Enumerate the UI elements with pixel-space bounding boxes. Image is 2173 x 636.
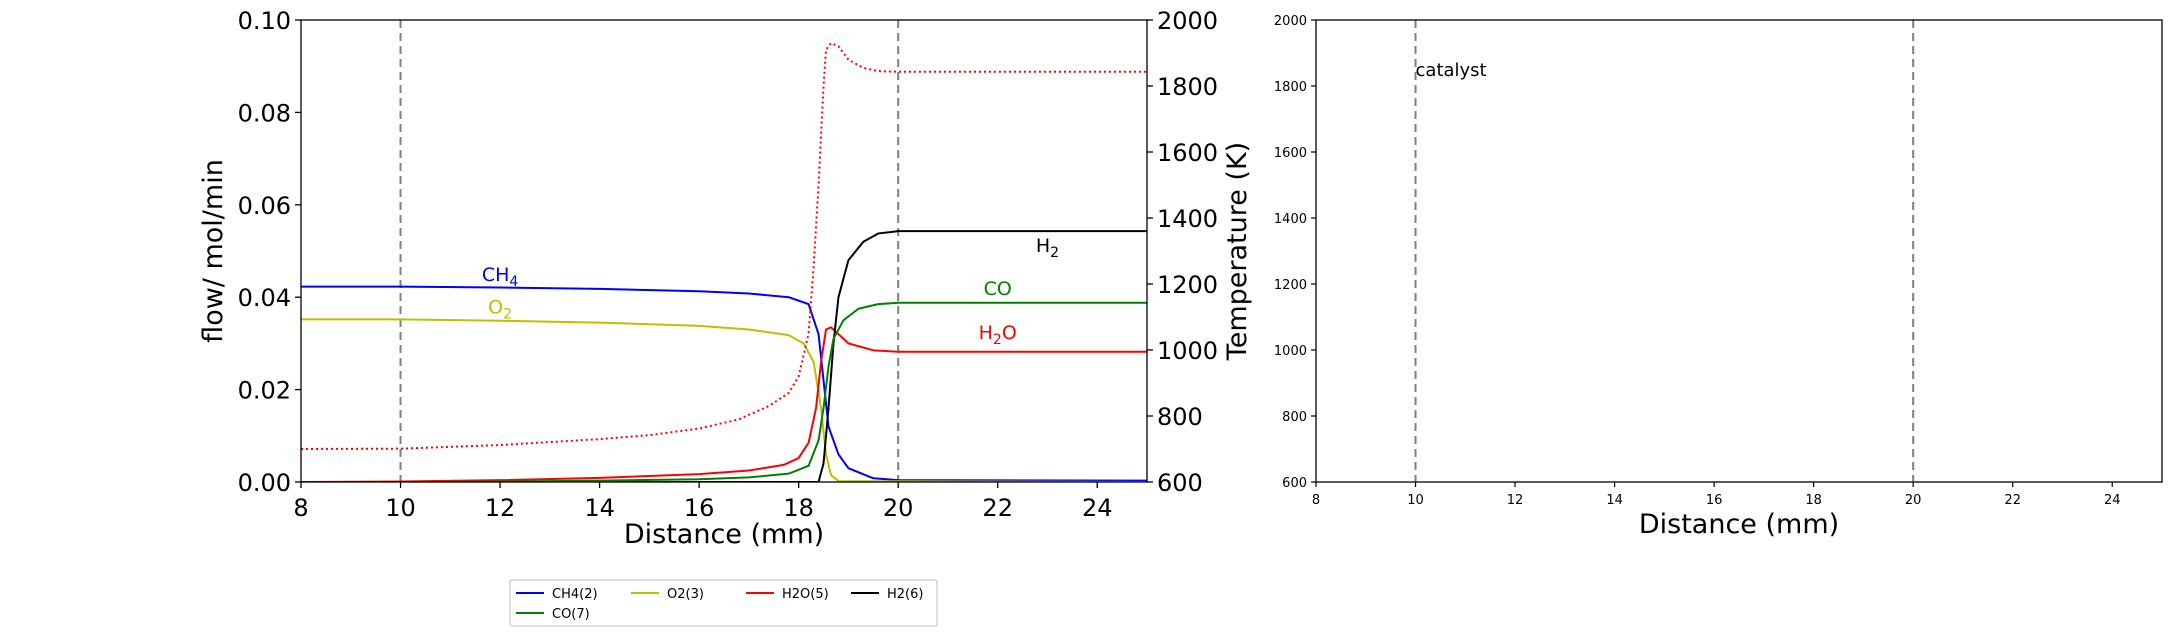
x-tick-label: 18 [783, 494, 814, 522]
legend-label: CH4(2) [552, 587, 598, 602]
x-tick-label: 14 [584, 494, 615, 522]
y2-tick-label: 600 [1157, 469, 1203, 497]
legend: CH4(2) O2(3) H2O(5) H2(6) CO(7) [509, 579, 938, 627]
series-line-h2-6- [301, 230, 1147, 482]
series-line-h2o-5- [301, 326, 1147, 482]
legend-label: H2O(5) [782, 587, 829, 602]
y2-tick-label: 1000 [1157, 337, 1218, 365]
series-line-ch4-2- [301, 285, 1147, 482]
x-tick-label: 10 [1407, 493, 1424, 508]
x-tick-label: 12 [1507, 493, 1524, 508]
y-tick-label: 0.00 [238, 469, 291, 497]
series-line-co-7- [301, 301, 1147, 482]
y2-tick-label: 1800 [1157, 73, 1218, 101]
y-tick-label: 600 [1282, 476, 1307, 491]
series-line-temperature [301, 42, 1147, 450]
series-annotation: H2O [979, 322, 1017, 348]
left-y-axis-label: flow/ mol/min [198, 159, 229, 343]
x-tick-label: 8 [1312, 493, 1320, 508]
y2-tick-label: 800 [1157, 403, 1203, 431]
y-tick-label: 800 [1282, 410, 1307, 425]
legend-label: H2(6) [887, 587, 923, 602]
legend-label: CO(7) [552, 607, 590, 622]
right-x-axis-label: Distance (mm) [1639, 509, 1839, 540]
x-tick-label: 20 [883, 494, 914, 522]
y2-tick-label: 1400 [1157, 205, 1218, 233]
series-annotation: H2 [1036, 235, 1059, 261]
x-tick-label: 18 [1805, 493, 1822, 508]
x-tick-label: 24 [2104, 493, 2121, 508]
left-y2-axis-label: Temperature (K) [1222, 142, 1253, 361]
x-tick-label: 22 [2004, 493, 2021, 508]
legend-label: O2(3) [667, 587, 704, 602]
series-line-o2-3- [301, 318, 1147, 482]
left-chart: 8 10 12 14 16 18 20 22 24 0.00 0.02 0.04 0.06 0.08 0.1… [198, 7, 1253, 627]
y-tick-label: 0.02 [238, 377, 291, 405]
left-plot-area: 8 10 12 14 16 18 20 22 24 0.00 0.02 0.04 0.06 0.08 0.1… [238, 7, 1219, 522]
series-annotation: CH4 [482, 264, 519, 290]
y2-tick-label: 1600 [1157, 139, 1218, 167]
series-lines [301, 42, 1147, 482]
y-tick-label: 0.08 [238, 99, 291, 127]
left-frame [300, 19, 1148, 483]
x-tick-label: 14 [1606, 493, 1623, 508]
y-tick-label: 1000 [1274, 344, 1307, 359]
catalyst-label: catalyst [1416, 60, 1487, 81]
y-tick-label: 1400 [1274, 212, 1307, 227]
x-tick-label: 16 [1706, 493, 1723, 508]
y-tick-label: 1600 [1274, 146, 1307, 161]
y-tick-label: 1800 [1274, 80, 1307, 95]
right-chart: 8 10 12 14 16 18 20 22 24 600 800 1000 1200 1400 1600 1… [1274, 14, 2163, 540]
y-tick-label: 0.10 [238, 7, 291, 35]
left-x-axis-label: Distance (mm) [624, 519, 824, 550]
series-annotation: O2 [488, 296, 512, 322]
legend-box [509, 579, 938, 627]
y-tick-label: 1200 [1274, 278, 1307, 293]
y-tick-label: 2000 [1274, 14, 1307, 29]
y2-tick-label: 2000 [1157, 7, 1218, 35]
x-tick-label: 8 [293, 494, 308, 522]
x-tick-label: 20 [1905, 493, 1922, 508]
x-tick-label: 16 [684, 494, 715, 522]
y-tick-label: 0.04 [238, 284, 291, 312]
y-tick-label: 0.06 [238, 192, 291, 220]
series-annotation: CO [984, 278, 1012, 300]
x-tick-label: 10 [385, 494, 416, 522]
x-tick-label: 22 [982, 494, 1013, 522]
x-tick-label: 12 [485, 494, 516, 522]
right-frame [1315, 19, 2163, 483]
x-tick-label: 24 [1082, 494, 1113, 522]
y2-tick-label: 1200 [1157, 271, 1218, 299]
right-plot-area: 8 10 12 14 16 18 20 22 24 600 800 1000 1200 1400 1600 1… [1274, 14, 2163, 508]
